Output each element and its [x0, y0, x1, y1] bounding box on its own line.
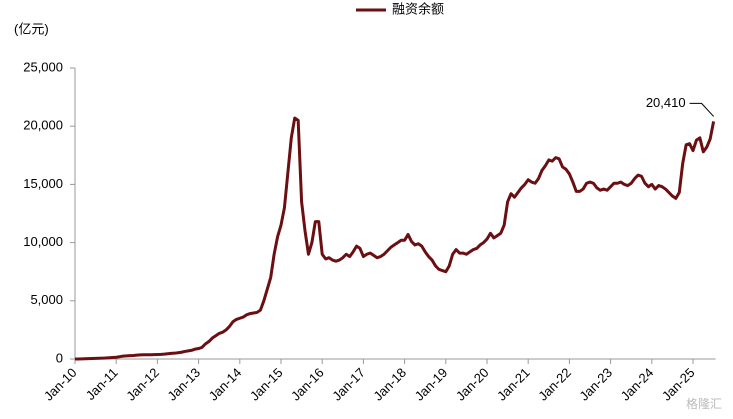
y-tick-label: 0 [56, 350, 63, 365]
x-tick-label: Jan-17 [329, 365, 368, 404]
data-label: 20,410 [646, 95, 686, 110]
x-tick-label: Jan-21 [494, 365, 533, 404]
y-tick-label: 20,000 [23, 118, 63, 133]
y-tick-label: 25,000 [23, 59, 63, 74]
x-tick-label: Jan-20 [453, 365, 492, 404]
x-tick-label: Jan-16 [288, 365, 327, 404]
label-leader [689, 102, 714, 117]
y-unit-label: (亿元) [14, 21, 49, 36]
x-tick-label: Jan-19 [412, 365, 451, 404]
y-tick-label: 5,000 [30, 292, 63, 307]
x-tick-label: Jan-14 [206, 365, 245, 404]
data-line [74, 116, 716, 361]
x-tick-label: Jan-12 [123, 365, 162, 404]
x-tick-label: Jan-13 [164, 365, 203, 404]
legend-label: 融资余额 [392, 1, 444, 16]
y-tick-label: 10,000 [23, 234, 63, 249]
x-tick-label: Jan-24 [618, 365, 657, 404]
y-tick-label: 15,000 [23, 176, 63, 191]
x-tick-label: Jan-11 [83, 365, 121, 403]
x-tick-label: Jan-10 [41, 365, 80, 404]
x-tick-label: Jan-18 [370, 365, 409, 404]
x-tick-label: Jan-22 [535, 365, 574, 404]
watermark: 格隆汇 [686, 396, 722, 411]
x-tick-label: Jan-23 [576, 365, 615, 404]
x-tick-label: Jan-15 [247, 365, 286, 404]
